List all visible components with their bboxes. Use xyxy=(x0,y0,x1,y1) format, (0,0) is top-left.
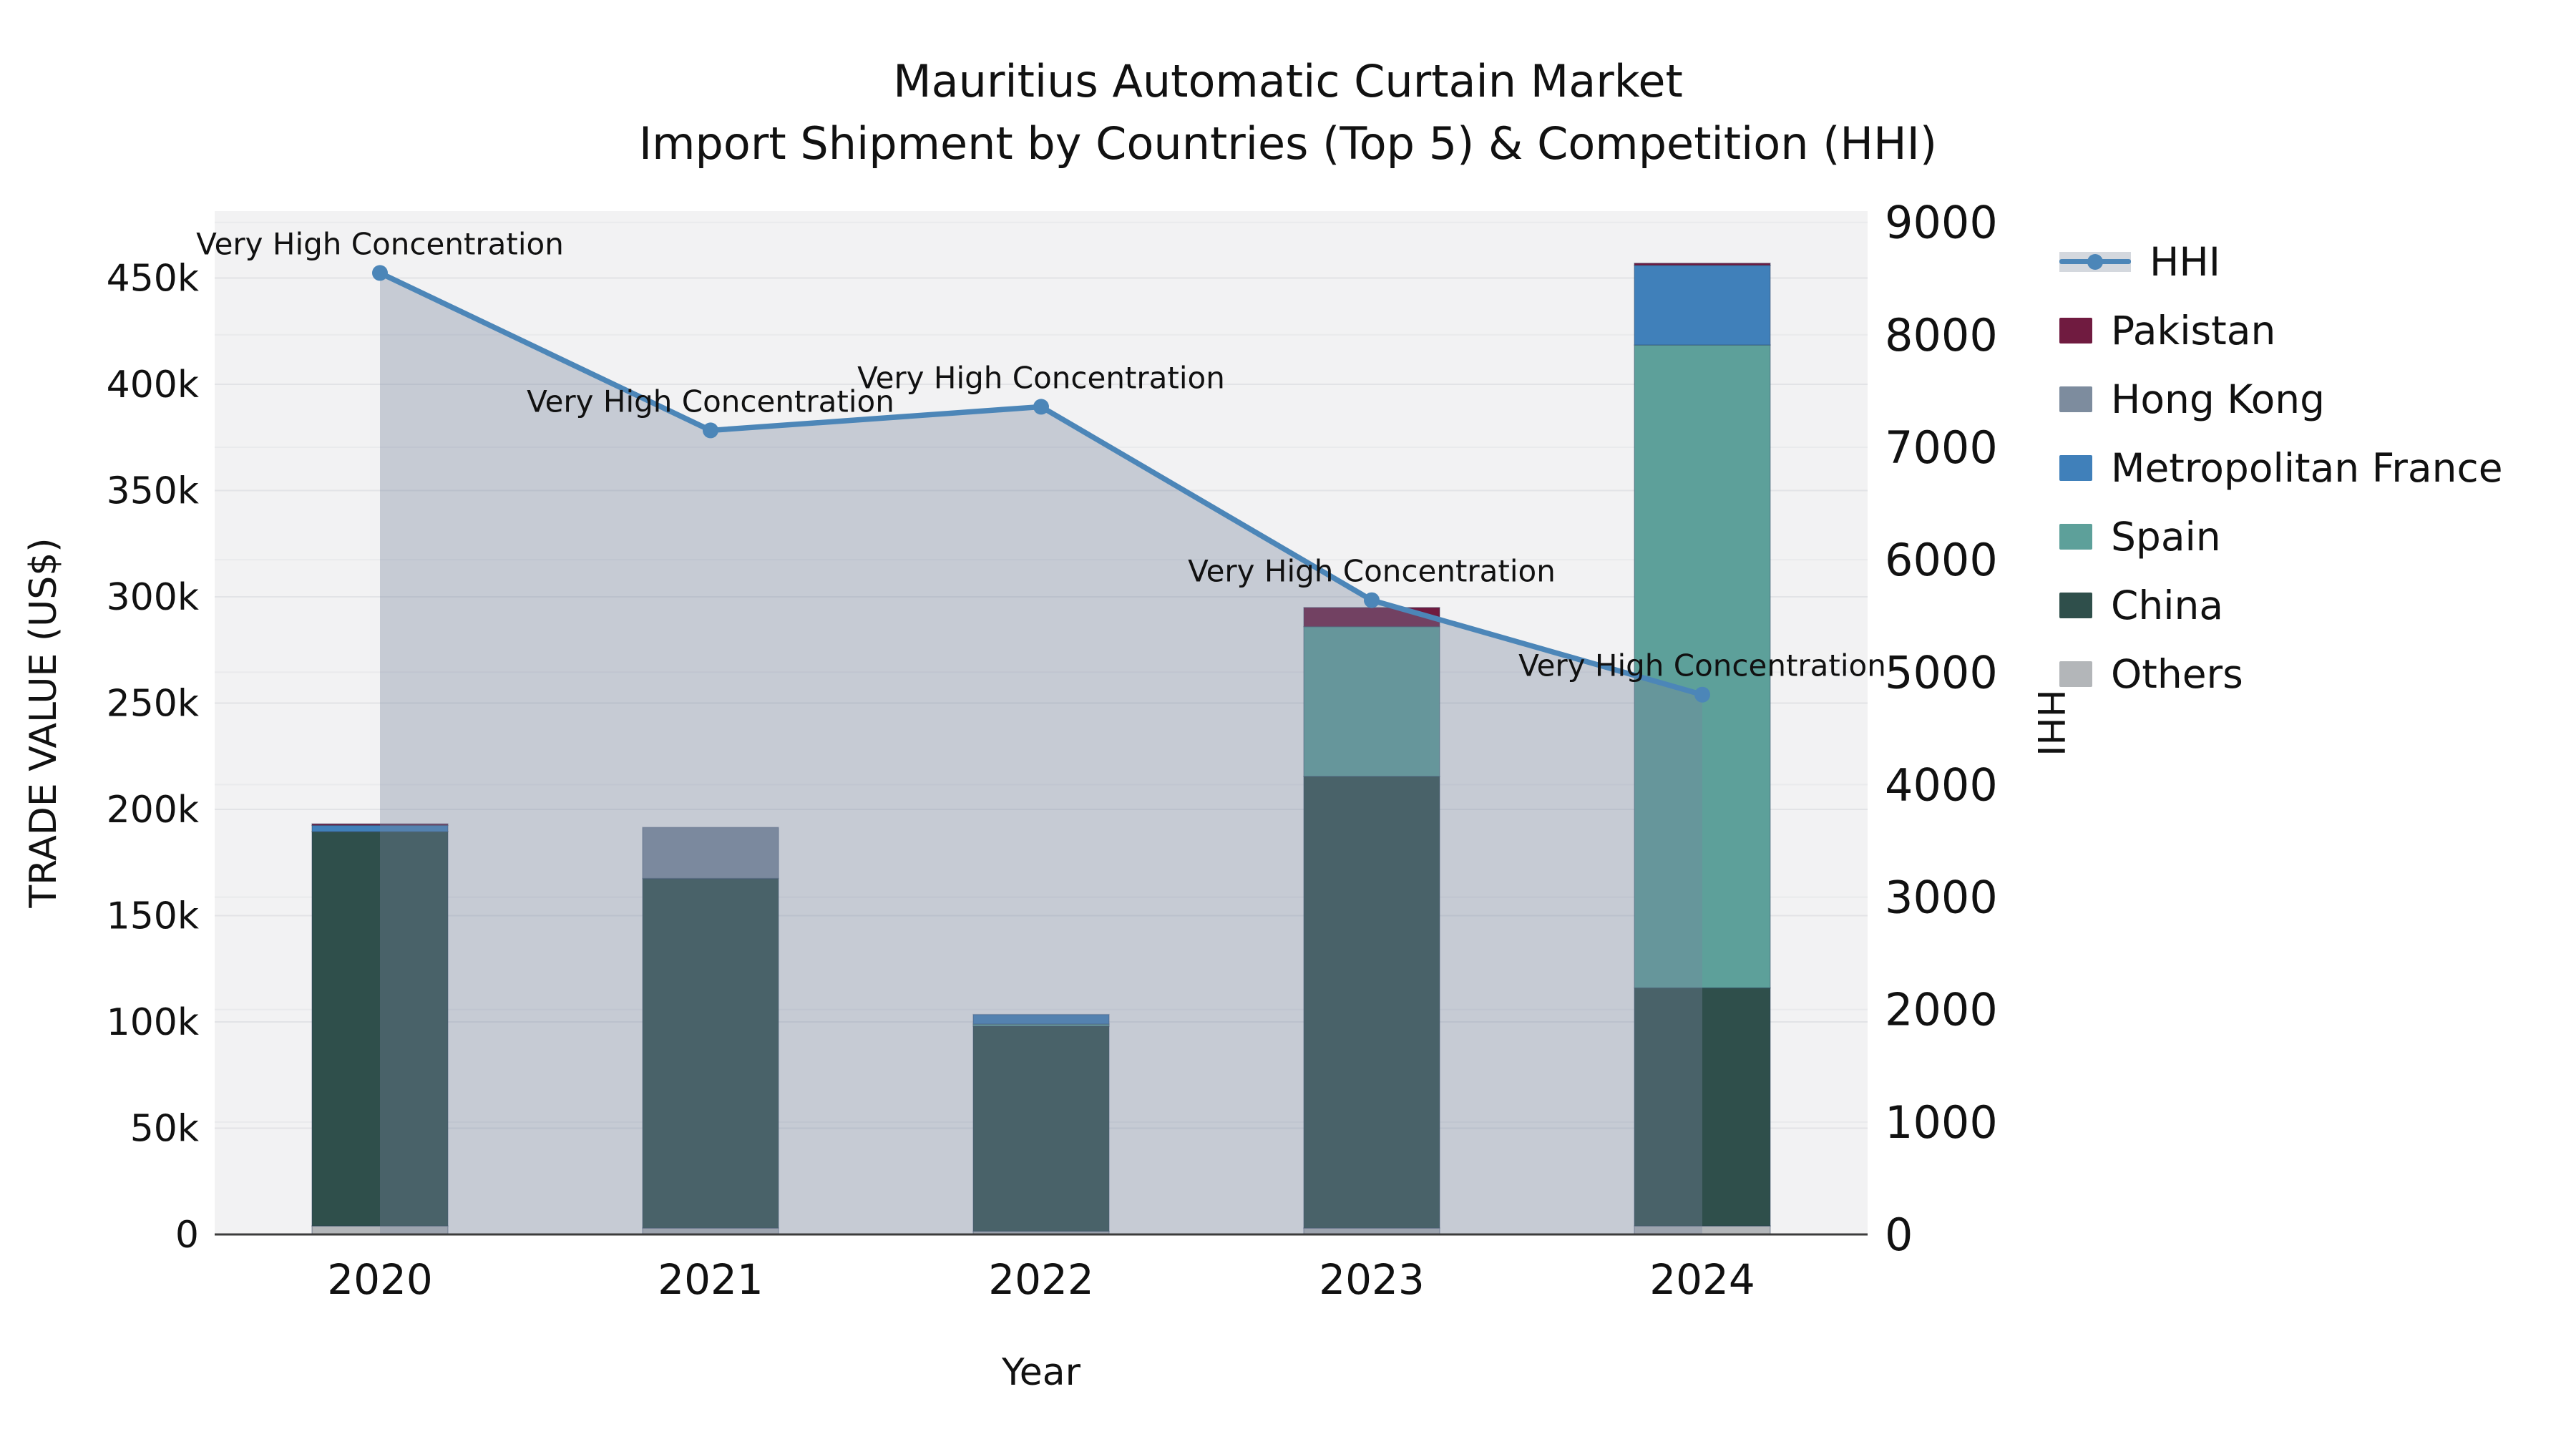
legend-swatch-icon xyxy=(2059,593,2092,618)
y-right-tick: 9000 xyxy=(1885,197,1998,249)
y-left-tick: 350k xyxy=(107,470,199,513)
legend-item-metropolitan-france[interactable]: Metropolitan France xyxy=(2059,434,2503,502)
y-left-tick: 200k xyxy=(107,789,199,832)
hhi-marker-2021[interactable] xyxy=(703,422,718,439)
legend-swatch-icon xyxy=(2059,661,2092,687)
legend-item-china[interactable]: China xyxy=(2059,571,2503,640)
x-tick-2021: 2021 xyxy=(658,1255,763,1304)
y-left-tick: 400k xyxy=(107,364,199,406)
bar-2023-china[interactable] xyxy=(1303,776,1440,1229)
x-tick-2024: 2024 xyxy=(1649,1255,1755,1304)
bar-2024-metropolitan-france[interactable] xyxy=(1634,264,1771,346)
y-right-tick: 1000 xyxy=(1885,1096,1998,1149)
y-left-tick: 450k xyxy=(107,258,199,301)
legend-hhi-line-icon xyxy=(2059,249,2131,275)
legend-label: China xyxy=(2111,583,2224,628)
hhi-area xyxy=(380,273,1702,1234)
legend-label: Others xyxy=(2111,651,2243,697)
y-right-tick: 2000 xyxy=(1885,984,1998,1036)
annotation-2022: Very High Concentration xyxy=(857,360,1225,395)
x-tick-2022: 2022 xyxy=(988,1255,1094,1304)
y-axis-left-title: TRADE VALUE (US$) xyxy=(22,537,65,908)
y-left-tick: 150k xyxy=(107,895,199,938)
legend-label: Metropolitan France xyxy=(2111,445,2503,491)
y-right-tick: 5000 xyxy=(1885,646,1998,698)
bar-2024-pakistan[interactable] xyxy=(1634,263,1771,266)
chart-title-line2: Import Shipment by Countries (Top 5) & C… xyxy=(639,117,1937,170)
y-right-tick: 4000 xyxy=(1885,759,1998,811)
annotation-2021: Very High Concentration xyxy=(527,384,894,419)
y-left-tick: 50k xyxy=(130,1108,199,1151)
y-left-tick: 100k xyxy=(107,1001,199,1044)
bar-2020-pakistan[interactable] xyxy=(311,823,449,827)
legend-swatch-icon xyxy=(2059,318,2092,343)
bar-2022-china[interactable] xyxy=(972,1025,1110,1232)
bar-2021-china[interactable] xyxy=(642,877,779,1229)
annotation-2020: Very High Concentration xyxy=(196,226,564,261)
legend-label: Spain xyxy=(2111,514,2221,560)
stacked-bars xyxy=(311,263,1771,1235)
bar-2021-hong-kong[interactable] xyxy=(642,827,779,880)
legend-item-spain[interactable]: Spain xyxy=(2059,502,2503,571)
y-right-tick: 7000 xyxy=(1885,422,1998,474)
bar-2022-metropolitan-france[interactable] xyxy=(972,1013,1110,1025)
y-left-tick: 0 xyxy=(175,1214,199,1257)
legend-label: Hong Kong xyxy=(2111,376,2326,422)
chart-title-line1: Mauritius Automatic Curtain Market xyxy=(893,55,1683,107)
x-tick-2020: 2020 xyxy=(327,1255,433,1304)
legend-item-others[interactable]: Others xyxy=(2059,640,2503,708)
tick-labels-layer: 0 50k 100k 150k 200k 250k 300k 350k 400k 450k 0 100… xyxy=(107,197,1998,1304)
legend-item-pakistan[interactable]: Pakistan xyxy=(2059,296,2503,365)
y-right-tick: 6000 xyxy=(1885,534,1998,586)
legend-label: HHI xyxy=(2150,239,2220,285)
bar-2024-spain[interactable] xyxy=(1634,344,1771,989)
y-right-tick: 3000 xyxy=(1885,872,1998,924)
bar-2020-china[interactable] xyxy=(311,831,449,1227)
x-axis-title: Year xyxy=(1001,1351,1081,1394)
chart-legend: HHI Pakistan Hong Kong Metropolitan France S… xyxy=(2059,228,2503,708)
hhi-marker-2023[interactable] xyxy=(1364,592,1380,608)
legend-item-hong-kong[interactable]: Hong Kong xyxy=(2059,365,2503,434)
y-axis-right-title: HHI xyxy=(2029,689,2072,756)
annotation-2024: Very High Concentration xyxy=(1518,648,1886,683)
legend-item-hhi[interactable]: HHI xyxy=(2059,228,2503,296)
hhi-marker-2022[interactable] xyxy=(1033,399,1049,415)
hhi-area-layer xyxy=(380,273,1702,1234)
y-left-tick: 250k xyxy=(107,683,199,726)
legend-swatch-icon xyxy=(2059,455,2092,481)
y-right-tick: 0 xyxy=(1885,1209,1913,1261)
x-tick-2023: 2023 xyxy=(1319,1255,1425,1304)
y-right-tick: 8000 xyxy=(1885,309,1998,361)
bar-2023-spain[interactable] xyxy=(1303,625,1440,777)
annotation-2023: Very High Concentration xyxy=(1188,554,1556,589)
y-left-tick: 300k xyxy=(107,576,199,619)
bar-2024-china[interactable] xyxy=(1634,987,1771,1227)
legend-label: Pakistan xyxy=(2111,308,2276,354)
hhi-line-layer xyxy=(372,265,1710,703)
hhi-marker-2020[interactable] xyxy=(372,265,388,281)
hhi-marker-2024[interactable] xyxy=(1694,686,1710,703)
legend-swatch-icon xyxy=(2059,386,2092,412)
legend-swatch-icon xyxy=(2059,524,2092,550)
